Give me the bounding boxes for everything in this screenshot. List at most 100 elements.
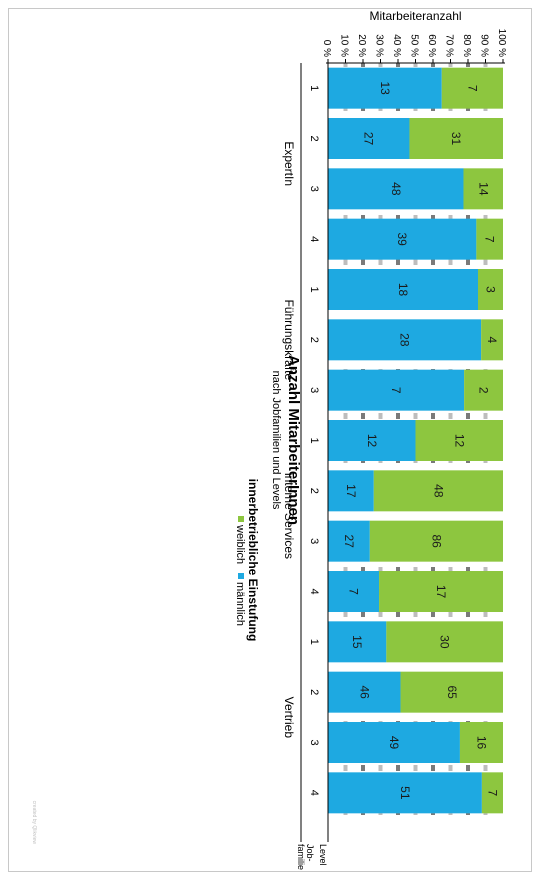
data-label-maennlich: 51 xyxy=(398,786,412,800)
legend-swatch xyxy=(238,516,244,522)
watermark: created by Qlikview xyxy=(31,801,37,845)
data-label-weiblich: 4 xyxy=(485,336,499,343)
x-group-label: Führungskräfte xyxy=(282,299,296,380)
y-tick-label: 10 % xyxy=(339,34,350,57)
chart-title: Anzahl MitarbeiterInnen xyxy=(285,355,302,525)
bar-weiblich xyxy=(459,722,503,763)
data-label-weiblich: 30 xyxy=(438,635,452,649)
legend-swatch xyxy=(238,573,244,579)
data-label-maennlich: 49 xyxy=(387,736,401,750)
bar-weiblich xyxy=(464,369,503,411)
x-group-label: interne Services xyxy=(282,473,296,559)
x-tick-label-level: 1 xyxy=(308,85,320,91)
bar-weiblich xyxy=(386,621,503,663)
bar-weiblich xyxy=(481,772,503,814)
data-label-weiblich: 12 xyxy=(452,434,466,448)
data-label-maennlich: 12 xyxy=(365,434,379,448)
data-label-weiblich: 86 xyxy=(429,534,443,548)
data-label-maennlich: 13 xyxy=(378,81,392,95)
bar-maennlich xyxy=(328,369,465,411)
y-tick-label: 20 % xyxy=(356,34,367,57)
y-tick-label: 80 % xyxy=(461,34,472,57)
bar-maennlich xyxy=(328,319,482,361)
bar-weiblich xyxy=(409,118,503,159)
data-label-maennlich: 28 xyxy=(398,333,412,347)
x-tick-label-level: 2 xyxy=(308,337,320,343)
x-tick-label-level: 4 xyxy=(308,236,320,242)
bar-maennlich xyxy=(328,118,410,159)
x-group-label: ExpertIn xyxy=(282,141,296,186)
y-axis-title: Mitarbeiteranzahl xyxy=(369,9,461,23)
data-label-maennlich: 15 xyxy=(350,635,364,649)
data-label-maennlich: 48 xyxy=(389,182,403,196)
data-label-maennlich: 18 xyxy=(396,283,410,297)
stacked-bar-chart: Anzahl MitarbeiterInnen nach Jobfamilien… xyxy=(31,9,507,870)
legend-title: innerbetriebliche Einstufung xyxy=(246,479,260,642)
rotated-chart-container: Anzahl MitarbeiterInnen nach Jobfamilien… xyxy=(9,8,535,872)
data-label-maennlich: 7 xyxy=(389,387,403,394)
x-tick-label-level: 2 xyxy=(308,689,320,695)
bar-weiblich xyxy=(400,671,503,713)
y-tick-label: 60 % xyxy=(426,34,437,57)
data-label-weiblich: 31 xyxy=(449,132,463,146)
bar-maennlich xyxy=(328,671,401,713)
bar-weiblich xyxy=(478,269,503,310)
x-tick-label-level: 4 xyxy=(308,588,320,594)
y-tick-label: 100 % xyxy=(496,29,507,57)
bar-weiblich xyxy=(463,168,503,210)
x-group-label: Vertrieb xyxy=(282,697,296,739)
data-label-weiblich: 7 xyxy=(485,789,499,796)
level-row-label: Level xyxy=(318,844,328,866)
bar-maennlich xyxy=(328,67,442,109)
y-tick-label: 40 % xyxy=(391,34,402,57)
x-tick-label-level: 3 xyxy=(308,538,320,544)
data-label-weiblich: 65 xyxy=(445,685,459,699)
chart-subtitle: nach Jobfamilien und Levels xyxy=(270,371,282,510)
legend-label: männlich xyxy=(234,582,246,626)
x-tick-label-level: 3 xyxy=(308,387,320,393)
data-label-weiblich: 48 xyxy=(431,484,445,498)
y-tick-label: 70 % xyxy=(444,34,455,57)
data-label-maennlich: 27 xyxy=(342,534,356,548)
bar-weiblich xyxy=(379,571,503,612)
data-label-maennlich: 17 xyxy=(344,484,358,498)
family-row-label: Job-familie xyxy=(296,844,315,870)
bar-maennlich xyxy=(327,621,387,663)
x-tick-label-level: 3 xyxy=(308,739,320,745)
x-tick-label-level: 4 xyxy=(308,790,320,796)
data-label-weiblich: 16 xyxy=(474,736,488,750)
x-tick-label-level: 1 xyxy=(308,639,320,645)
data-label-maennlich: 27 xyxy=(362,132,376,146)
bar-maennlich xyxy=(327,218,477,260)
bar-maennlich xyxy=(328,168,464,210)
legend-label: weiblich xyxy=(234,524,246,564)
data-label-maennlich: 7 xyxy=(347,588,361,595)
bar-maennlich xyxy=(328,722,460,763)
data-label-weiblich: 17 xyxy=(434,585,448,599)
data-label-weiblich: 3 xyxy=(484,286,498,293)
data-label-maennlich: 46 xyxy=(357,685,371,699)
bar-weiblich xyxy=(441,67,503,109)
bar-weiblich xyxy=(476,218,503,260)
bar-maennlich xyxy=(328,772,482,814)
data-label-weiblich: 7 xyxy=(465,85,479,92)
bar-weiblich xyxy=(369,520,503,562)
data-label-maennlich: 39 xyxy=(395,232,409,246)
y-tick-label: 30 % xyxy=(374,34,385,57)
y-tick-label: 90 % xyxy=(479,34,490,57)
x-tick-label-level: 1 xyxy=(308,437,320,443)
data-label-weiblich: 14 xyxy=(476,182,490,196)
bar-maennlich xyxy=(327,470,374,512)
bar-weiblich xyxy=(481,319,503,361)
data-label-weiblich: 2 xyxy=(477,387,491,394)
bar-weiblich xyxy=(373,470,503,512)
y-tick-label: 0 % xyxy=(321,40,332,57)
data-label-weiblich: 7 xyxy=(483,236,497,243)
x-tick-label-level: 2 xyxy=(308,488,320,494)
x-tick-label-level: 2 xyxy=(308,135,320,141)
bar-maennlich xyxy=(328,420,416,461)
x-tick-label-level: 1 xyxy=(308,286,320,292)
y-tick-label: 50 % xyxy=(409,34,420,57)
bar-weiblich xyxy=(415,420,503,461)
